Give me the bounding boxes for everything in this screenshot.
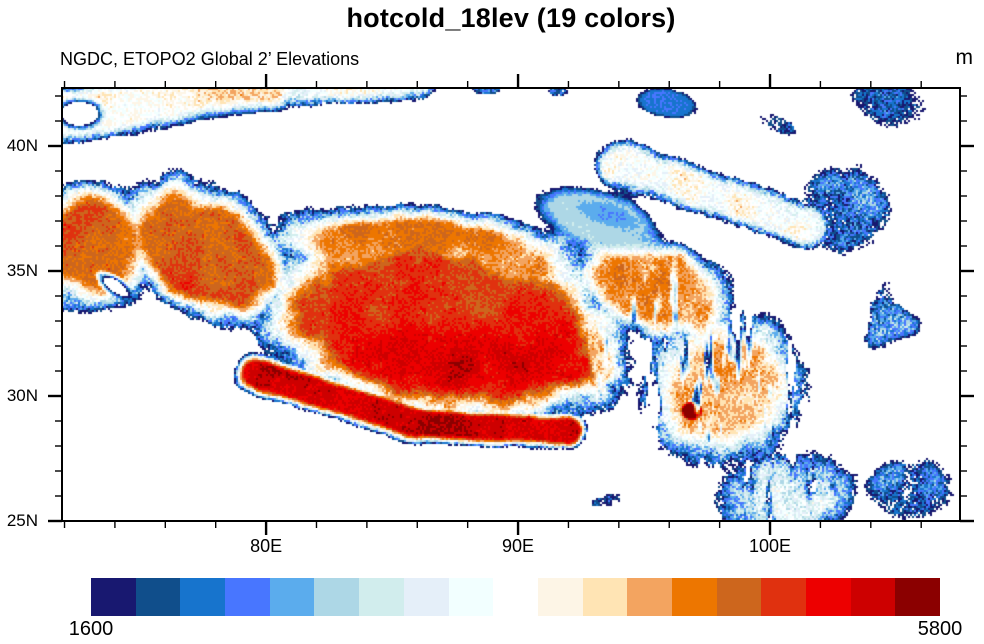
lat-tick-label: 35N [6, 261, 38, 280]
plot-title: hotcold_18lev (19 colors) [346, 3, 676, 33]
lat-tick-label: 25N [6, 511, 38, 530]
colorbar-cell [225, 578, 270, 616]
colorbar-cell [269, 578, 315, 616]
colorbar-cell [314, 578, 360, 616]
colorbar-cell [806, 578, 851, 616]
colorbar-cell [180, 578, 226, 616]
colorbar-max-label: 5800 [917, 618, 963, 640]
lon-tick-label: 100E [748, 536, 792, 556]
plot-subtitle-left: NGDC, ETOPO2 Global 2’ Elevations [60, 49, 360, 69]
lon-tick-label: 90E [502, 536, 535, 556]
colorbar [91, 578, 941, 616]
elevation-map-canvas [62, 88, 960, 521]
colorbar-cell [359, 578, 404, 616]
colorbar-cell [761, 578, 806, 616]
lat-tick-label: 30N [6, 386, 38, 405]
colorbar-cell [627, 578, 672, 616]
colorbar-cell [716, 578, 762, 616]
colorbar-min-label: 1600 [68, 618, 114, 640]
colorbar-cell [135, 578, 181, 616]
colorbar-cell [403, 578, 449, 616]
colorbar-cell [850, 578, 896, 616]
colorbar-cell [671, 578, 717, 616]
colorbar-cell [448, 578, 494, 616]
colorbar-cell [582, 578, 628, 616]
lat-tick-label: 40N [6, 136, 38, 155]
colorbar-cell [895, 578, 941, 616]
colorbar-cell [493, 578, 538, 616]
lon-tick-label: 80E [250, 536, 283, 556]
colorbar-cell [537, 578, 583, 616]
units-label: m [955, 46, 974, 69]
colorbar-cell [91, 578, 136, 616]
